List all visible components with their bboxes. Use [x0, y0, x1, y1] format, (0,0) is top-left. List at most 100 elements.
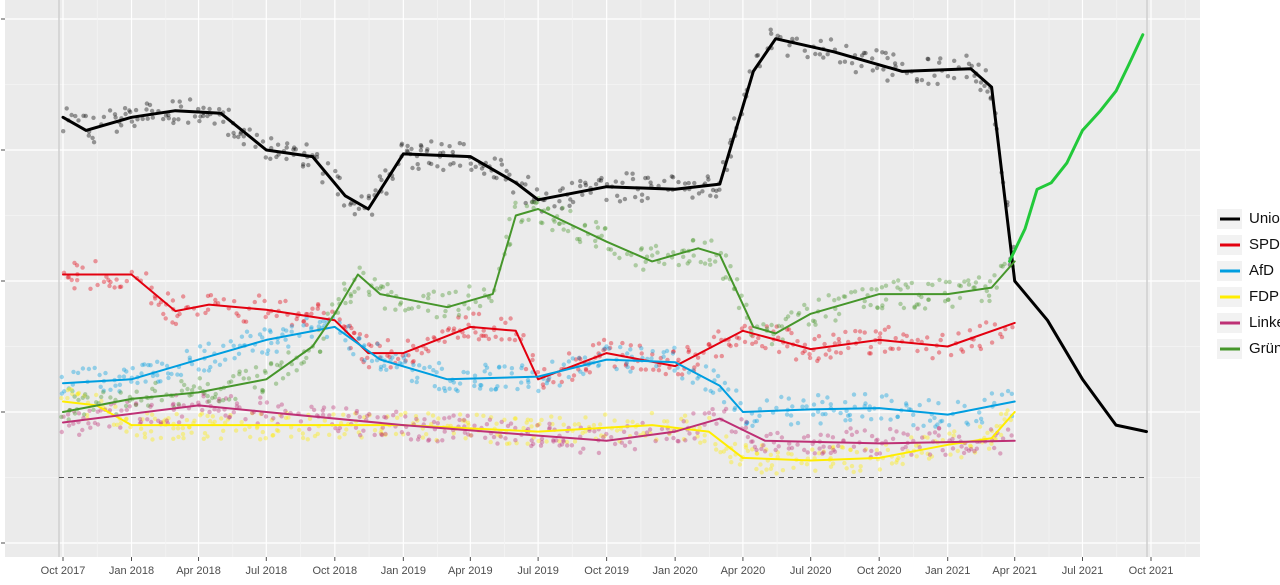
poll-dot — [176, 434, 181, 440]
poll-dot — [560, 186, 565, 191]
poll-dot — [900, 453, 906, 458]
poll-dot — [503, 320, 508, 325]
poll-dot — [75, 278, 80, 283]
poll-dot — [861, 50, 867, 56]
poll-dot — [670, 349, 676, 354]
poll-dot — [743, 421, 749, 427]
poll-dot — [248, 333, 253, 339]
poll-dot — [813, 51, 818, 57]
poll-dot — [723, 253, 729, 258]
poll-dot — [938, 337, 943, 343]
poll-dot — [327, 413, 332, 418]
poll-dot — [831, 444, 836, 450]
poll-dot — [853, 70, 858, 75]
poll-dot — [76, 118, 81, 123]
poll-dot — [832, 449, 838, 454]
poll-dot — [274, 362, 280, 368]
poll-dot — [505, 423, 511, 429]
poll-dot — [385, 282, 390, 287]
poll-dot — [634, 431, 639, 436]
poll-dot — [513, 416, 518, 421]
poll-dot — [238, 131, 243, 136]
poll-dot — [173, 321, 179, 327]
poll-dot — [599, 433, 604, 438]
poll-dot — [950, 446, 956, 451]
poll-dot — [311, 407, 317, 413]
poll-dot — [382, 414, 387, 420]
poll-dot — [959, 455, 964, 460]
poll-dot — [484, 422, 490, 427]
poll-dot — [578, 178, 583, 184]
poll-dot — [460, 418, 465, 423]
poll-dot — [937, 60, 942, 65]
poll-dot — [570, 199, 576, 205]
poll-dot — [857, 336, 862, 342]
poll-dot — [479, 166, 485, 171]
poll-dot — [550, 227, 555, 233]
poll-dot — [1005, 408, 1010, 413]
poll-dot — [614, 428, 620, 433]
poll-dot — [878, 331, 883, 336]
poll-dot — [544, 381, 549, 386]
poll-dot — [395, 356, 401, 362]
poll-dot — [564, 439, 570, 445]
poll-dot — [539, 436, 545, 442]
poll-dot — [161, 116, 166, 122]
poll-dot — [877, 335, 882, 340]
poll-dot — [914, 77, 920, 82]
series-line-6 — [62, 208, 1016, 413]
poll-dot — [375, 341, 380, 347]
poll-dot — [231, 410, 236, 415]
poll-dot — [513, 438, 518, 443]
poll-dot — [905, 285, 910, 290]
poll-dot — [895, 457, 900, 463]
poll-dot — [375, 415, 380, 420]
poll-dot — [785, 314, 791, 319]
poll-dot — [178, 372, 184, 378]
poll-dot — [828, 37, 834, 42]
poll-dot — [858, 464, 863, 469]
poll-dot — [347, 323, 352, 328]
poll-dot — [301, 319, 306, 324]
poll-dot — [233, 428, 239, 433]
poll-dot — [316, 324, 321, 329]
poll-dot — [783, 316, 788, 322]
poll-dot — [260, 429, 265, 435]
poll-dot — [201, 391, 206, 396]
poll-dot — [138, 426, 144, 431]
poll-dot — [451, 413, 456, 418]
poll-dot — [567, 203, 572, 208]
poll-dot — [593, 219, 599, 225]
poll-dot — [760, 344, 765, 349]
poll-dot — [325, 161, 331, 166]
poll-dot — [559, 442, 565, 447]
poll-dot — [144, 107, 149, 112]
poll-dot — [258, 400, 263, 406]
poll-dot — [149, 402, 154, 408]
poll-dot — [938, 419, 943, 424]
poll-dot — [196, 106, 201, 112]
poll-dot — [301, 319, 307, 324]
trend-lines-layer — [61, 33, 1148, 462]
poll-dot — [720, 276, 726, 281]
poll-dot — [502, 364, 507, 369]
poll-dot — [536, 388, 541, 394]
poll-dot — [796, 312, 801, 317]
poll-dot — [80, 395, 86, 400]
poll-dot — [320, 408, 325, 413]
poll-dot — [889, 461, 895, 466]
poll-dot — [171, 426, 176, 431]
poll-dot — [569, 443, 575, 448]
poll-dot — [828, 450, 833, 456]
poll-dot — [312, 433, 318, 439]
series-line-3 — [62, 325, 1016, 416]
poll-dot — [250, 410, 255, 416]
poll-dot — [968, 446, 974, 452]
poll-dot — [314, 155, 320, 160]
poll-dot — [416, 304, 421, 310]
poll-dot — [519, 365, 524, 371]
poll-dot — [973, 79, 979, 84]
poll-dot — [301, 360, 307, 365]
poll-dot — [768, 452, 773, 457]
poll-dot — [903, 282, 908, 287]
